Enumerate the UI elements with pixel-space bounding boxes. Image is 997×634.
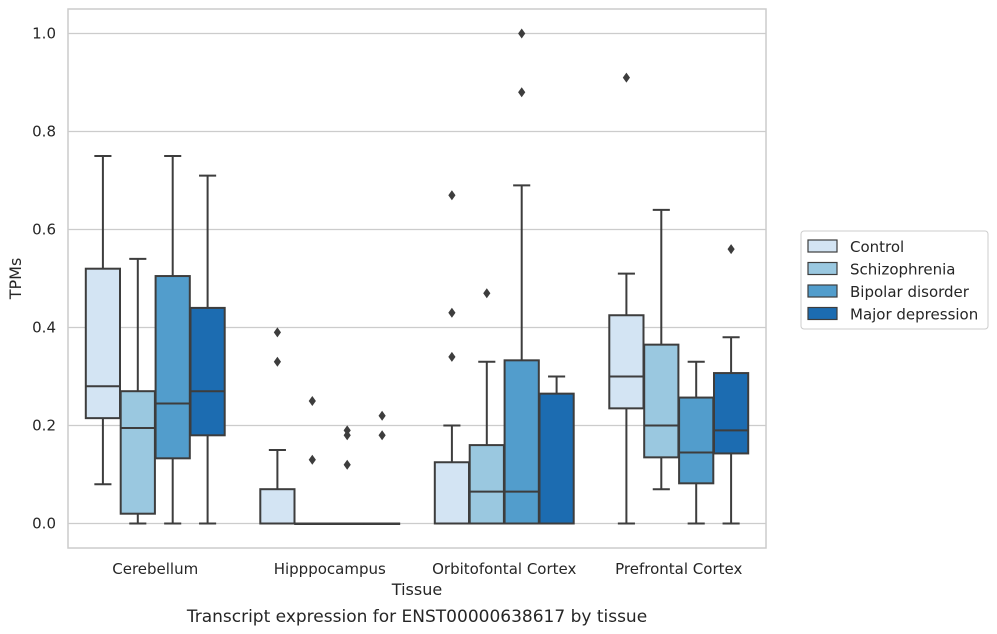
legend-swatch-bipolar-disorder bbox=[807, 284, 838, 298]
outlier-point bbox=[448, 351, 456, 362]
box-orbitofontal-cortex-major-depression bbox=[538, 375, 575, 525]
legend-frame bbox=[800, 230, 989, 330]
y-tick-label-0-6: 0.6 bbox=[32, 221, 56, 239]
outlier-point bbox=[273, 356, 281, 367]
legend-label-schizophrenia: Schizophrenia bbox=[850, 261, 955, 279]
legend-label-bipolar-disorder: Bipolar disorder bbox=[850, 283, 970, 301]
box-hipppocampus-control bbox=[259, 327, 296, 525]
x-tick-labels: Cerebellum Hipppocampus Orbitofontal Corte… bbox=[112, 560, 742, 578]
box-hipppocampus-major-depression bbox=[363, 410, 401, 525]
outlier-point bbox=[273, 327, 281, 338]
y-tick-label-0-2: 0.2 bbox=[32, 417, 56, 435]
y-tick-label-0-8: 0.8 bbox=[32, 123, 56, 141]
legend-label-major-depression: Major depression bbox=[850, 306, 978, 324]
box-orbitofontal-cortex-bipolar-disorder bbox=[503, 28, 540, 525]
y-tick-labels: 0.0 0.2 0.4 0.6 0.8 1.0 bbox=[32, 25, 56, 533]
outlier-point bbox=[343, 459, 351, 470]
x-tick-label-orbitofontal-cortex: Orbitofontal Cortex bbox=[432, 560, 576, 578]
box-body bbox=[433, 461, 471, 525]
outlier-point bbox=[308, 396, 316, 406]
box-body bbox=[154, 275, 191, 460]
outlier-point bbox=[622, 72, 630, 83]
legend-swatch-major-depression bbox=[807, 306, 838, 321]
box-prefrontal-cortex-control bbox=[608, 72, 645, 525]
plot-frame bbox=[67, 8, 767, 549]
x-tick-label-prefrontal-cortex: Prefrontal Cortex bbox=[615, 560, 742, 578]
box-body bbox=[608, 314, 645, 410]
box-body bbox=[468, 444, 505, 525]
box-body bbox=[189, 306, 226, 437]
box-cerebellum-major-depression bbox=[189, 174, 226, 525]
box-body bbox=[259, 488, 296, 525]
box-orbitofontal-cortex-schizophrenia bbox=[468, 288, 505, 525]
box-prefrontal-cortex-bipolar-disorder bbox=[678, 360, 715, 525]
outlier-point bbox=[378, 410, 386, 421]
y-tick-label-0-4: 0.4 bbox=[32, 319, 56, 337]
box-cerebellum-control bbox=[84, 155, 122, 486]
box-body bbox=[503, 359, 540, 525]
outlier-point bbox=[448, 307, 456, 318]
box-body bbox=[643, 343, 680, 459]
box-prefrontal-cortex-major-depression bbox=[712, 244, 750, 525]
outlier-point bbox=[518, 87, 526, 98]
outlier-point bbox=[518, 28, 526, 39]
box-cerebellum-schizophrenia bbox=[119, 257, 156, 525]
box-body bbox=[678, 396, 715, 485]
x-tick-label-cerebellum: Cerebellum bbox=[112, 560, 198, 578]
legend-label-control: Control bbox=[850, 238, 904, 256]
outlier-point bbox=[378, 430, 386, 441]
x-axis-label: Tissue bbox=[391, 580, 442, 599]
box-prefrontal-cortex-schizophrenia bbox=[643, 208, 680, 491]
outlier-point bbox=[483, 288, 491, 299]
boxes bbox=[84, 28, 750, 525]
outlier-point bbox=[308, 454, 316, 465]
box-orbitofontal-cortex-control bbox=[433, 190, 471, 525]
outlier-point bbox=[448, 190, 456, 201]
box-body bbox=[84, 267, 122, 420]
y-tick-label-0-0: 0.0 bbox=[32, 515, 56, 533]
box-cerebellum-bipolar-disorder bbox=[154, 155, 191, 525]
x-tick-label-hipppocampus: Hipppocampus bbox=[274, 560, 386, 578]
y-tick-label-1-0: 1.0 bbox=[32, 25, 56, 43]
outlier-point bbox=[727, 244, 735, 255]
outlier-point bbox=[343, 425, 351, 436]
box-body bbox=[119, 390, 156, 515]
box-body bbox=[712, 372, 750, 455]
y-axis-label: TPMs bbox=[6, 258, 25, 301]
legend-swatch-control bbox=[807, 239, 838, 253]
legend-swatch-schizophrenia bbox=[807, 261, 838, 276]
box-body bbox=[538, 392, 575, 525]
chart-caption: Transcript expression for ENST0000063861… bbox=[186, 607, 647, 627]
legend: Control Schizophrenia Bipolar disorder Majo… bbox=[800, 230, 989, 330]
